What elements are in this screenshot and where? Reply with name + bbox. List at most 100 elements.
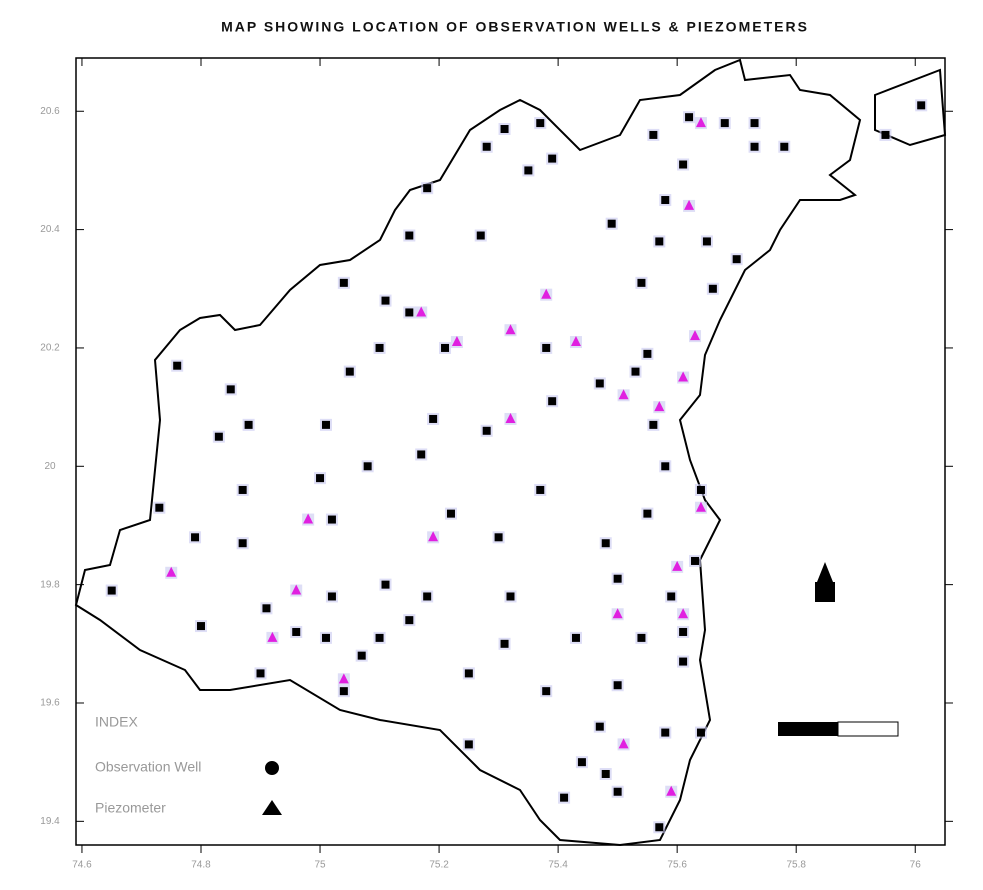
data-point <box>607 219 616 228</box>
data-point <box>720 119 729 128</box>
data-point <box>327 515 336 524</box>
legend-marker <box>265 761 279 775</box>
data-point <box>691 556 700 565</box>
data-point <box>196 622 205 631</box>
x-tick-label: 75.4 <box>548 860 568 871</box>
data-point <box>327 592 336 601</box>
data-point <box>548 154 557 163</box>
data-point <box>678 371 689 382</box>
data-point <box>429 414 438 423</box>
data-point <box>214 432 223 441</box>
north-arrow <box>815 562 835 602</box>
data-point <box>690 330 701 341</box>
data-point <box>464 740 473 749</box>
x-tick-label: 75.2 <box>429 860 449 871</box>
data-point <box>441 343 450 352</box>
y-tick-label: 19.6 <box>40 698 60 709</box>
legend-label: Observation Well <box>95 759 201 775</box>
data-point <box>708 284 717 293</box>
data-point <box>661 462 670 471</box>
x-tick-label: 74.8 <box>191 860 211 871</box>
x-tick-label: 74.6 <box>72 860 92 871</box>
x-tick-label: 75 <box>314 860 326 871</box>
data-point <box>750 119 759 128</box>
data-point <box>649 130 658 139</box>
data-point <box>666 785 677 796</box>
data-point <box>173 361 182 370</box>
data-point <box>416 306 427 317</box>
y-tick-label: 19.4 <box>40 816 60 827</box>
data-point <box>345 367 354 376</box>
data-point <box>541 288 552 299</box>
data-point <box>613 787 622 796</box>
data-point <box>661 728 670 737</box>
data-point <box>695 501 706 512</box>
marks <box>105 99 928 834</box>
data-point <box>226 385 235 394</box>
data-point <box>423 592 432 601</box>
data-point <box>595 379 604 388</box>
data-point <box>339 687 348 696</box>
data-point <box>381 296 390 305</box>
data-point <box>637 633 646 642</box>
data-point <box>375 343 384 352</box>
data-point <box>446 509 455 518</box>
data-point <box>338 673 349 684</box>
data-point <box>577 758 586 767</box>
data-point <box>107 586 116 595</box>
data-point <box>303 513 314 524</box>
data-point <box>655 823 664 832</box>
data-point <box>679 627 688 636</box>
data-point <box>649 420 658 429</box>
data-point <box>601 539 610 548</box>
data-point <box>155 503 164 512</box>
data-point <box>643 349 652 358</box>
data-point <box>667 592 676 601</box>
data-point <box>357 651 366 660</box>
data-point <box>505 324 516 335</box>
x-tick-label: 76 <box>910 860 922 871</box>
data-point <box>684 199 695 210</box>
data-point <box>482 142 491 151</box>
data-point <box>375 633 384 642</box>
map-title: MAP SHOWING LOCATION OF OBSERVATION WELL… <box>221 19 809 35</box>
data-point <box>505 412 516 423</box>
data-point <box>381 580 390 589</box>
data-point <box>321 633 330 642</box>
data-point <box>631 367 640 376</box>
data-point <box>423 184 432 193</box>
legend-label: Piezometer <box>95 800 166 816</box>
data-point <box>702 237 711 246</box>
data-point <box>405 616 414 625</box>
data-point <box>428 531 439 542</box>
data-point <box>500 125 509 134</box>
data-point <box>542 687 551 696</box>
data-point <box>417 450 426 459</box>
data-point <box>238 539 247 548</box>
data-point <box>613 681 622 690</box>
scale-bar <box>778 721 899 737</box>
data-point <box>476 231 485 240</box>
y-tick-label: 20 <box>44 461 56 472</box>
data-point <box>654 401 665 412</box>
data-point <box>363 462 372 471</box>
data-point <box>244 420 253 429</box>
data-point <box>267 631 278 642</box>
data-point <box>464 669 473 678</box>
data-point <box>696 485 705 494</box>
data-point <box>494 533 503 542</box>
district-boundary <box>74 58 947 847</box>
data-point <box>339 278 348 287</box>
data-point <box>655 237 664 246</box>
data-point <box>166 566 177 577</box>
frame <box>75 57 946 846</box>
data-point <box>256 669 265 678</box>
data-point <box>506 592 515 601</box>
data-point <box>595 722 604 731</box>
data-point <box>524 166 533 175</box>
data-point <box>618 389 629 400</box>
data-point <box>672 560 683 571</box>
data-point <box>637 278 646 287</box>
data-point <box>291 584 302 595</box>
